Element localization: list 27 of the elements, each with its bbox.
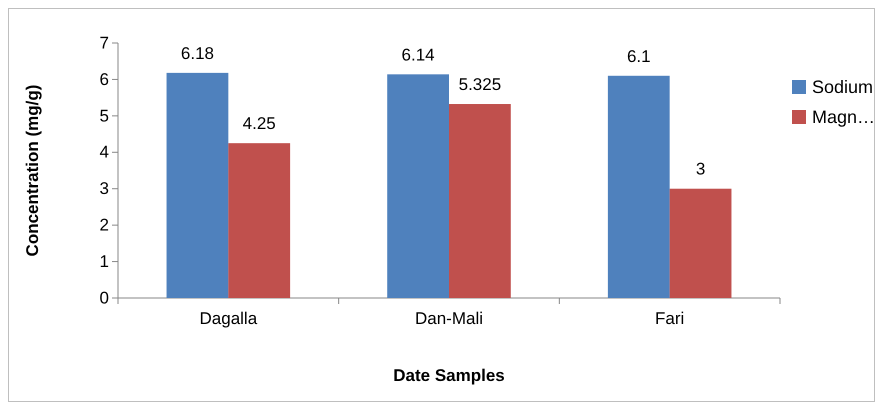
y-tick-label: 3	[100, 179, 109, 198]
x-axis-title: Date Samples	[393, 366, 505, 385]
bar	[387, 74, 449, 298]
data-label: 4.25	[242, 114, 276, 134]
y-axis-title: Concentration (mg/g)	[23, 84, 42, 256]
data-label: 6.1	[626, 46, 651, 66]
bar	[166, 72, 228, 298]
bar	[449, 104, 511, 298]
x-tick-label: Dagalla	[200, 309, 258, 328]
y-tick-label: 1	[100, 252, 109, 272]
y-tick-label: 6	[100, 70, 109, 89]
data-label: 6.18	[180, 44, 214, 63]
y-tick-label: 2	[100, 216, 109, 235]
y-tick-label: 4	[100, 142, 109, 162]
legend-label: Magn…	[812, 107, 876, 127]
y-tick-label: 0	[100, 288, 109, 308]
x-tick-label: Dan-Mali	[414, 309, 484, 328]
y-tick-label: 5	[100, 106, 109, 126]
data-label: 6.14	[402, 45, 435, 64]
bar	[228, 143, 290, 298]
bar	[608, 76, 670, 298]
data-label: 3	[696, 160, 706, 179]
y-tick-label: 7	[100, 33, 109, 52]
legend-label: Sodium	[812, 77, 874, 97]
bar	[670, 188, 732, 298]
x-tick-label: Fari	[655, 309, 684, 328]
data-label: 5.325	[458, 75, 502, 94]
